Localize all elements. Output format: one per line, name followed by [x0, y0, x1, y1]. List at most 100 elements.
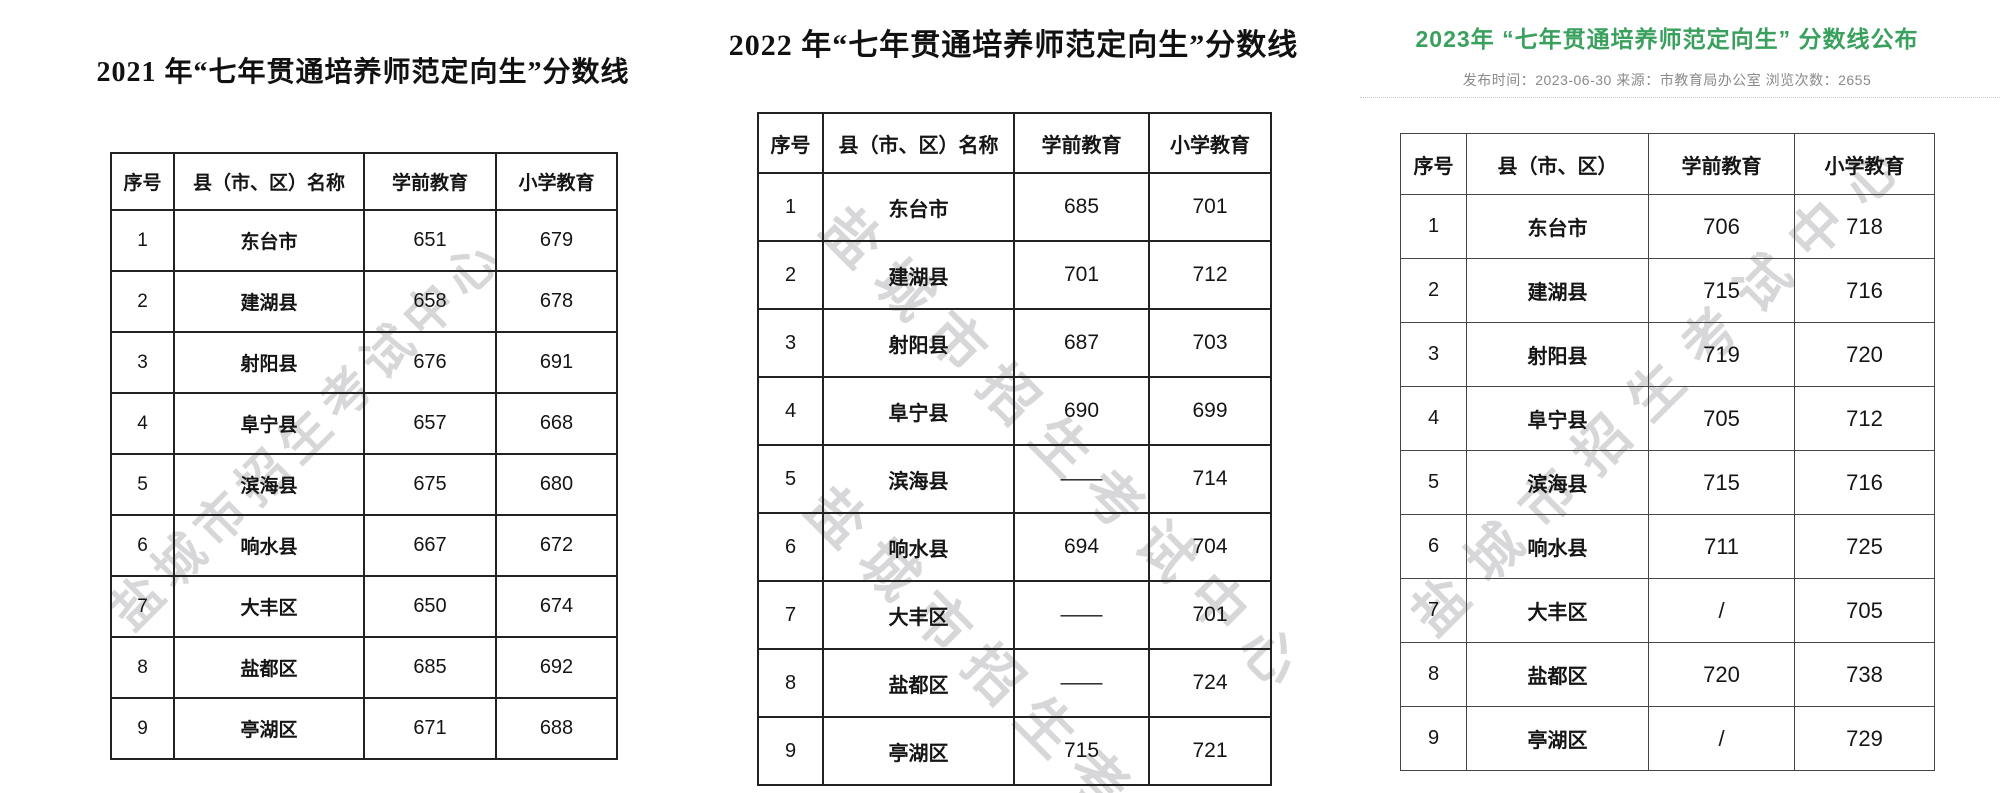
table-cell: 711 [1648, 514, 1795, 579]
table-cell: 720 [1794, 322, 1935, 387]
table-cell: 5 [1400, 450, 1467, 515]
table-cell: 射阳县 [173, 331, 365, 394]
column-header: 学前教育 [1013, 112, 1150, 174]
table-header-row: 序号 县（市、区）名称 学前教育 小学教育 [110, 152, 618, 211]
table-cell: 9 [757, 716, 824, 786]
column-header: 学前教育 [363, 152, 497, 211]
table-cell: —— [1013, 580, 1150, 650]
table-row: 3 射阳县 687 703 [757, 308, 1272, 378]
table-row: 8 盐都区 685 692 [110, 636, 618, 699]
table-cell: 714 [1148, 444, 1272, 514]
table-cell: 亭湖区 [173, 697, 365, 760]
table-cell: 8 [757, 648, 824, 718]
table-row: 7 大丰区/705 [1400, 578, 1935, 643]
table-row: 8 盐都区 720 738 [1400, 642, 1935, 707]
table-cell: 盐都区 [173, 636, 365, 699]
table-cell: 690 [1013, 376, 1150, 446]
table-cell: 1 [757, 172, 824, 242]
column-header: 县（市、区） [1466, 133, 1649, 195]
table-cell: 725 [1794, 514, 1935, 579]
table-row: 5 滨海县 675 680 [110, 453, 618, 516]
table-cell: 701 [1148, 580, 1272, 650]
column-header: 序号 [1400, 133, 1467, 195]
table-cell: 671 [363, 697, 497, 760]
table-cell: 8 [1400, 642, 1467, 707]
table-cell: 1 [1400, 194, 1467, 259]
table-cell: 715 [1648, 450, 1795, 515]
table-cell: 704 [1148, 512, 1272, 582]
table-cell: 724 [1148, 648, 1272, 718]
table-cell: 705 [1794, 578, 1935, 643]
table-cell: 712 [1794, 386, 1935, 451]
table-row: 3 射阳县 676 691 [110, 331, 618, 394]
table-row: 9 亭湖区 715 721 [757, 716, 1272, 786]
table-cell: 盐都区 [822, 648, 1015, 718]
table-cell: 大丰区 [173, 575, 365, 638]
column-header: 序号 [110, 152, 175, 211]
table-cell: 3 [757, 308, 824, 378]
table-cell: 3 [110, 331, 175, 394]
table-cell: 721 [1148, 716, 1272, 786]
column-header: 县（市、区）名称 [173, 152, 365, 211]
table-row: 7 大丰区 —— 701 [757, 580, 1272, 650]
table-cell: 706 [1648, 194, 1795, 259]
table-cell: 705 [1648, 386, 1795, 451]
table-cell: 667 [363, 514, 497, 577]
table-cell: 692 [495, 636, 618, 699]
score-table-2021: 序号 县（市、区）名称 学前教育 小学教育 1 东台市 651 679 2 建湖县 658 678 3… [110, 152, 618, 760]
table-row: 6 响水县 667 672 [110, 514, 618, 577]
table-cell: 6 [110, 514, 175, 577]
column-header: 小学教育 [1794, 133, 1935, 195]
table-cell: 大丰区 [1466, 578, 1649, 643]
table-header-row: 序号 县（市、区）名称 学前教育 小学教育 [757, 112, 1272, 174]
divider-line [1360, 97, 2000, 98]
table-cell: 阜宁县 [173, 392, 365, 455]
table-row: 2 建湖县 658 678 [110, 270, 618, 333]
table-cell: 6 [757, 512, 824, 582]
table-cell: 滨海县 [1466, 450, 1649, 515]
table-cell: 盐都区 [1466, 642, 1649, 707]
table-cell: 4 [1400, 386, 1467, 451]
table-cell: 668 [495, 392, 618, 455]
table-cell: 687 [1013, 308, 1150, 378]
page-title-2023: 2023年 “七年贯通培养师范定向生” 分数线公布 [1415, 26, 1919, 52]
table-cell: 716 [1794, 450, 1935, 515]
publish-meta-line: 发布时间：2023-06-30 来源：市教育局办公室 浏览次数：2655 [1462, 72, 1872, 88]
page-title-2022: 2022 年“七年贯通培养师范定向生”分数线 [728, 29, 1299, 62]
table-cell: 滨海县 [173, 453, 365, 516]
table-cell: 2 [757, 240, 824, 310]
table-cell: 738 [1794, 642, 1935, 707]
table-cell: 672 [495, 514, 618, 577]
table-cell: 东台市 [173, 209, 365, 272]
table-cell: 7 [110, 575, 175, 638]
table-cell: 阜宁县 [1466, 386, 1649, 451]
table-row: 9 亭湖区/729 [1400, 706, 1935, 771]
column-header: 县（市、区）名称 [822, 112, 1015, 174]
page-title-2021: 2021 年“七年贯通培养师范定向生”分数线 [96, 57, 630, 88]
table-cell: 716 [1794, 258, 1935, 323]
table-cell: 650 [363, 575, 497, 638]
table-cell: 射阳县 [1466, 322, 1649, 387]
table-cell: 2 [1400, 258, 1467, 323]
table-cell: 2 [110, 270, 175, 333]
table-cell: 701 [1013, 240, 1150, 310]
column-header: 小学教育 [1148, 112, 1272, 174]
table-cell: 9 [110, 697, 175, 760]
table-cell: 658 [363, 270, 497, 333]
table-cell: 729 [1794, 706, 1935, 771]
column-header: 小学教育 [495, 152, 618, 211]
table-row: 4 阜宁县 690 699 [757, 376, 1272, 446]
table-row: 3 射阳县 719 720 [1400, 322, 1935, 387]
table-cell: 5 [757, 444, 824, 514]
table-cell: 7 [757, 580, 824, 650]
table-row: 4 阜宁县 705 712 [1400, 386, 1935, 451]
table-row: 1 东台市 706 718 [1400, 194, 1935, 259]
table-row: 5 滨海县 715 716 [1400, 450, 1935, 515]
table-cell: 7 [1400, 578, 1467, 643]
table-cell: 675 [363, 453, 497, 516]
table-row: 2 建湖县 701 712 [757, 240, 1272, 310]
table-cell: 676 [363, 331, 497, 394]
table-cell: 680 [495, 453, 618, 516]
table-cell: 701 [1148, 172, 1272, 242]
